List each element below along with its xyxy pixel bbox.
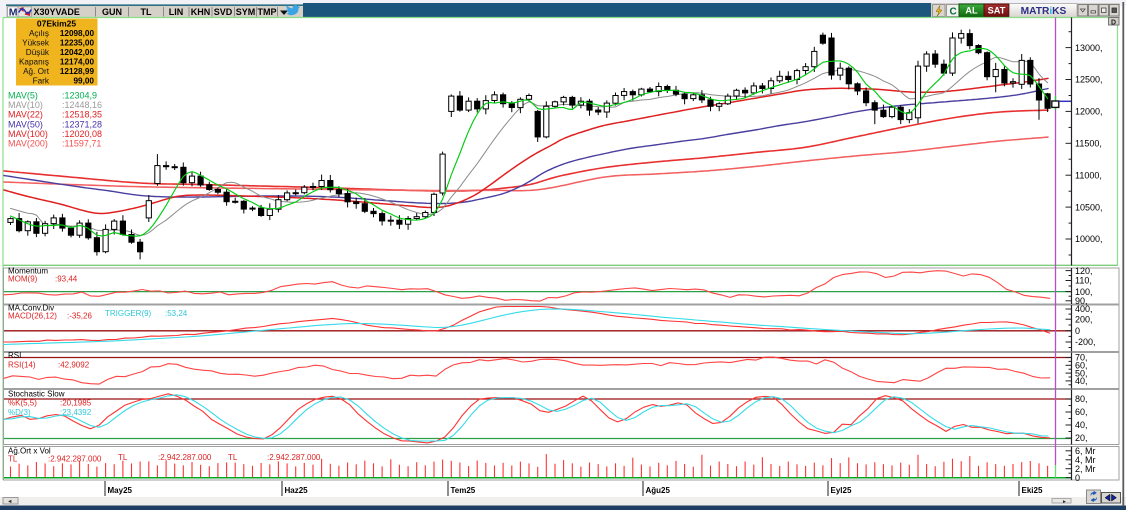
svg-text:May25: May25 <box>108 486 133 495</box>
svg-text:60,: 60, <box>1075 407 1088 417</box>
svg-text:Ağu25: Ağu25 <box>646 486 671 495</box>
svg-text:4, Mr: 4, Mr <box>1075 455 1096 465</box>
svg-text:12000,: 12000, <box>1075 107 1103 117</box>
svg-text:-200,: -200, <box>1075 337 1096 347</box>
svg-text:2, Mr: 2, Mr <box>1075 464 1096 474</box>
svg-text:LIN: LIN <box>169 7 184 17</box>
svg-text:Ağ. Ort: Ağ. Ort <box>23 67 50 76</box>
svg-text::-35,26: :-35,26 <box>67 312 92 321</box>
svg-text:M: M <box>9 7 18 19</box>
svg-text:C: C <box>950 6 957 17</box>
svg-text:6, Mr: 6, Mr <box>1075 446 1096 456</box>
svg-text:Stochastic Slow: Stochastic Slow <box>8 390 65 399</box>
svg-text:0: 0 <box>1075 326 1080 336</box>
svg-text::20,1985: :20,1985 <box>60 399 92 408</box>
svg-text:11500,: 11500, <box>1075 139 1102 149</box>
svg-text:MAV(100): MAV(100) <box>8 129 48 139</box>
svg-text:MA.Conv.Div: MA.Conv.Div <box>8 304 54 313</box>
svg-text:KHN: KHN <box>191 7 211 17</box>
svg-text:MAV(50): MAV(50) <box>8 119 43 129</box>
svg-text:400,: 400, <box>1075 304 1093 314</box>
svg-text:70,: 70, <box>1075 353 1088 363</box>
svg-text:200,: 200, <box>1075 314 1093 324</box>
svg-text:13000,: 13000, <box>1075 43 1103 53</box>
svg-text:RSI: RSI <box>8 351 21 360</box>
svg-text::12448,16: :12448,16 <box>62 100 102 110</box>
svg-text:50,: 50, <box>1075 368 1088 378</box>
svg-text:MAV(10): MAV(10) <box>8 100 43 110</box>
svg-text:Düşük: Düşük <box>26 48 50 57</box>
svg-text:MACD(26,12): MACD(26,12) <box>8 312 57 321</box>
svg-text::93,44: :93,44 <box>55 275 78 284</box>
svg-text:12500,: 12500, <box>1075 75 1103 85</box>
svg-text:60,: 60, <box>1075 361 1088 371</box>
svg-text:12174,00: 12174,00 <box>60 58 95 67</box>
svg-text:D: D <box>1111 19 1116 26</box>
svg-text::12304,9: :12304,9 <box>62 91 97 101</box>
svg-text::42,9092: :42,9092 <box>58 361 90 370</box>
svg-text:SVD: SVD <box>214 7 233 17</box>
svg-text:0: 0 <box>1075 473 1080 483</box>
svg-text:%K(5,5): %K(5,5) <box>8 399 37 408</box>
svg-text:Yüksek: Yüksek <box>22 39 50 48</box>
svg-text:07Ekim25: 07Ekim25 <box>37 19 76 29</box>
svg-text:MATRiKS: MATRiKS <box>1021 6 1067 17</box>
svg-text:TL: TL <box>141 7 152 17</box>
svg-text::2.942.287.000: :2.942.287.000 <box>48 455 102 464</box>
svg-text:MAV(5): MAV(5) <box>8 91 38 101</box>
svg-text:Haz25: Haz25 <box>285 486 309 495</box>
svg-text:Momentum: Momentum <box>8 267 48 276</box>
svg-text:100,: 100, <box>1075 287 1093 297</box>
svg-text:Fark: Fark <box>33 77 50 86</box>
svg-text:12098,00: 12098,00 <box>60 29 95 38</box>
svg-text:TMP: TMP <box>258 7 277 17</box>
svg-text:TL: TL <box>228 453 238 462</box>
svg-text::12020,08: :12020,08 <box>62 129 102 139</box>
svg-text:MAV(200): MAV(200) <box>8 139 48 149</box>
svg-text:Eyl25: Eyl25 <box>831 486 852 495</box>
svg-text:12128,99: 12128,99 <box>60 67 95 76</box>
svg-text:40,: 40, <box>1075 376 1088 386</box>
svg-text:120,: 120, <box>1075 266 1093 276</box>
svg-text:►: ► <box>1062 499 1067 505</box>
svg-text:MOM(9): MOM(9) <box>8 275 38 284</box>
svg-text:80,: 80, <box>1075 394 1088 404</box>
svg-text:Açılış: Açılış <box>29 29 49 38</box>
svg-text:12042,00: 12042,00 <box>60 48 95 57</box>
svg-text::23,4392: :23,4392 <box>60 408 92 417</box>
svg-text::12371,28: :12371,28 <box>62 119 102 129</box>
svg-text:Eki25: Eki25 <box>1022 486 1043 495</box>
svg-text:TL: TL <box>118 453 128 462</box>
svg-text::2.942.287.000: :2.942.287.000 <box>158 453 212 462</box>
svg-text:%D(3): %D(3) <box>8 408 31 417</box>
svg-text:Tem25: Tem25 <box>451 486 476 495</box>
svg-text:AL: AL <box>965 6 978 16</box>
svg-text::12518,35: :12518,35 <box>62 110 102 120</box>
svg-text::11597,71: :11597,71 <box>62 139 101 149</box>
svg-text:10500,: 10500, <box>1075 202 1103 212</box>
svg-text:90,: 90, <box>1075 296 1088 306</box>
svg-text:GUN: GUN <box>102 7 122 17</box>
svg-text:MAV(22): MAV(22) <box>8 110 43 120</box>
svg-text:40,: 40, <box>1075 420 1088 430</box>
svg-text:Ağ.Ort x Vol: Ağ.Ort x Vol <box>8 447 51 456</box>
svg-text:SYM: SYM <box>236 7 256 17</box>
svg-text:X30YVADE: X30YVADE <box>34 7 80 17</box>
svg-text:10000,: 10000, <box>1075 234 1103 244</box>
svg-text:◄: ◄ <box>7 499 12 505</box>
svg-text:11000,: 11000, <box>1075 170 1102 180</box>
svg-text::53,24: :53,24 <box>165 309 188 318</box>
svg-text:99,00: 99,00 <box>74 77 95 86</box>
svg-text:12235,00: 12235,00 <box>60 39 95 48</box>
svg-text:20,: 20, <box>1075 433 1088 443</box>
svg-text:Kapanış: Kapanış <box>19 58 49 67</box>
svg-text:SAT: SAT <box>988 6 1006 16</box>
svg-text:TRIGGER(9): TRIGGER(9) <box>105 309 152 318</box>
svg-text:RSI(14): RSI(14) <box>8 361 36 370</box>
svg-text::2.942.287.000: :2.942.287.000 <box>267 453 321 462</box>
svg-text:110,: 110, <box>1075 276 1092 286</box>
svg-text:TL: TL <box>8 455 18 464</box>
